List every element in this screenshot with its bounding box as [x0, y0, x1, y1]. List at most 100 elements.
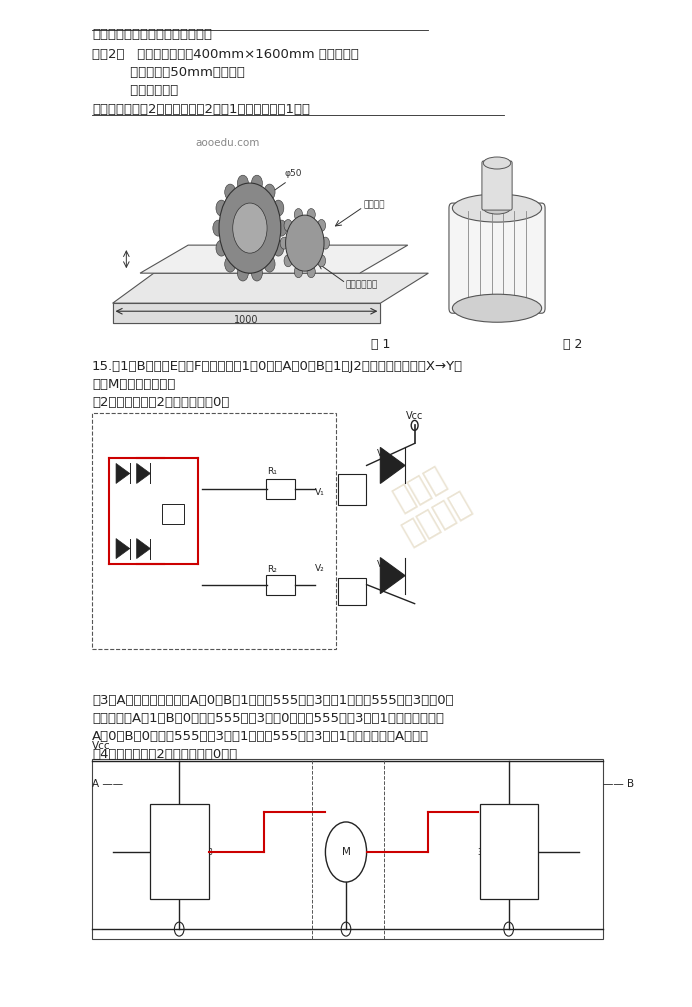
FancyBboxPatch shape: [338, 474, 366, 505]
Text: M: M: [342, 847, 350, 857]
Text: A ——: A ——: [92, 778, 123, 788]
Text: （3）A解析：电机正转时A为0，B为1，左端555电路3脚为1，右端555电路3脚为0；: （3）A解析：电机正转时A为0，B为1，左端555电路3脚为1，右端555电路3…: [92, 694, 454, 707]
Text: —— B: —— B: [603, 778, 635, 788]
Text: A为0，B为0，左端555电路3脚为1，右端555电路3脚为1；由题中要求A合适。: A为0，B为0，左端555电路3脚为1，右端555电路3脚为1；由题中要求A合适…: [92, 730, 429, 743]
Polygon shape: [113, 303, 381, 323]
Text: （2）全部正确得2分，有错误得0分: （2）全部正确得2分，有错误得0分: [92, 397, 229, 409]
Text: V₂: V₂: [315, 564, 325, 573]
Text: 4: 4: [482, 808, 486, 817]
Circle shape: [273, 200, 284, 217]
Text: Vcc: Vcc: [406, 412, 424, 421]
Text: 3: 3: [208, 848, 212, 857]
Circle shape: [251, 265, 262, 281]
Text: 其他合理尺寸: 其他合理尺寸: [92, 84, 179, 97]
Text: J₂: J₂: [343, 587, 349, 596]
Text: 与电机轴相连: 与电机轴相连: [346, 281, 379, 290]
FancyBboxPatch shape: [480, 804, 538, 899]
Text: 尺寸2分   传动装置规格在400mm×1600mm 合理范围内: 尺寸2分 传动装置规格在400mm×1600mm 合理范围内: [92, 48, 359, 60]
Text: R₂: R₂: [267, 565, 277, 574]
Text: 与门轴直径50mm有关尺寸: 与门轴直径50mm有关尺寸: [92, 65, 245, 79]
Text: 电机反转时A为1，B为0，左端555电路3脚为0，右端555电路3脚为1；电机停止时，: 电机反转时A为1，B为0，左端555电路3脚为0，右端555电路3脚为1；电机停…: [92, 712, 444, 725]
Ellipse shape: [453, 194, 542, 223]
Circle shape: [264, 256, 275, 272]
Text: J₁: J₁: [343, 485, 349, 494]
Circle shape: [307, 266, 316, 278]
Circle shape: [216, 240, 227, 256]
Text: （4）全部正确得2分，有错误得0分。: （4）全部正确得2分，有错误得0分。: [92, 748, 237, 761]
Text: φ50: φ50: [284, 169, 302, 178]
Text: aooedu.com: aooedu.com: [195, 138, 260, 148]
Circle shape: [318, 220, 326, 232]
Circle shape: [286, 215, 324, 271]
Text: 6: 6: [482, 828, 486, 837]
Circle shape: [276, 221, 287, 236]
Circle shape: [294, 266, 302, 278]
Text: 1: 1: [152, 884, 157, 893]
Circle shape: [251, 175, 262, 191]
FancyBboxPatch shape: [482, 161, 512, 210]
Circle shape: [325, 822, 367, 882]
Text: 电机M正转，打开闸门: 电机M正转，打开闸门: [92, 379, 175, 392]
Polygon shape: [136, 463, 150, 483]
Text: Vcc: Vcc: [92, 741, 111, 751]
Circle shape: [273, 240, 284, 256]
Text: 6: 6: [152, 828, 157, 837]
Circle shape: [321, 237, 329, 249]
Circle shape: [307, 208, 316, 221]
Circle shape: [225, 256, 236, 272]
Polygon shape: [113, 273, 428, 303]
Text: 15.（1）B解析：E端和F端分别输入1和0时，A为0，B为1，J2吸合，电流流向为X→Y，: 15.（1）B解析：E端和F端分别输入1和0时，A为0，B为1，J2吸合，电流流…: [92, 361, 463, 374]
Text: 公众号
中试卷君: 公众号 中试卷君: [381, 458, 475, 549]
FancyBboxPatch shape: [449, 203, 545, 313]
Circle shape: [213, 221, 224, 236]
Circle shape: [237, 175, 248, 191]
FancyBboxPatch shape: [266, 479, 295, 499]
FancyBboxPatch shape: [150, 804, 209, 899]
Polygon shape: [381, 558, 405, 594]
Ellipse shape: [483, 157, 511, 169]
Polygon shape: [116, 539, 130, 559]
Text: 5: 5: [179, 884, 183, 893]
FancyBboxPatch shape: [266, 575, 295, 594]
Circle shape: [318, 255, 326, 267]
Text: 说明：标注以上2个合理尺寸得2分，1个合理尺寸得1分。: 说明：标注以上2个合理尺寸得2分，1个合理尺寸得1分。: [92, 103, 310, 116]
Ellipse shape: [453, 294, 542, 322]
Circle shape: [225, 184, 236, 200]
Text: 说明：连接处文字叙述合理均得分: 说明：连接处文字叙述合理均得分: [92, 28, 212, 41]
Text: 8: 8: [517, 808, 522, 817]
Circle shape: [264, 184, 275, 200]
Circle shape: [294, 208, 302, 221]
FancyBboxPatch shape: [338, 578, 366, 604]
Text: 3: 3: [477, 848, 482, 857]
Text: 5: 5: [482, 884, 486, 893]
Text: 1: 1: [517, 884, 522, 893]
Text: 1000: 1000: [234, 315, 259, 325]
Polygon shape: [381, 447, 405, 483]
Circle shape: [284, 220, 292, 232]
Circle shape: [280, 237, 289, 249]
Polygon shape: [113, 303, 381, 323]
Text: V₃: V₃: [377, 449, 387, 458]
Circle shape: [237, 265, 248, 281]
Polygon shape: [116, 463, 130, 483]
Text: R₁: R₁: [267, 467, 277, 476]
Text: V₁: V₁: [315, 488, 325, 497]
Text: V₄: V₄: [377, 560, 387, 569]
Circle shape: [284, 255, 292, 267]
Polygon shape: [136, 539, 150, 559]
Text: 图 2: 图 2: [563, 338, 582, 351]
Circle shape: [216, 200, 227, 217]
Text: 8: 8: [152, 808, 157, 817]
FancyBboxPatch shape: [162, 504, 184, 524]
Text: 7: 7: [194, 828, 199, 837]
Circle shape: [219, 183, 281, 273]
Text: 2: 2: [517, 828, 522, 837]
Text: 门框底板: 门框底板: [363, 200, 385, 209]
Ellipse shape: [483, 202, 511, 214]
Text: IC1: IC1: [171, 847, 188, 857]
Text: IC2: IC2: [500, 847, 517, 857]
Text: 4: 4: [179, 808, 183, 817]
Text: 图 1: 图 1: [371, 338, 390, 351]
Bar: [92, 759, 603, 940]
Polygon shape: [140, 245, 408, 273]
